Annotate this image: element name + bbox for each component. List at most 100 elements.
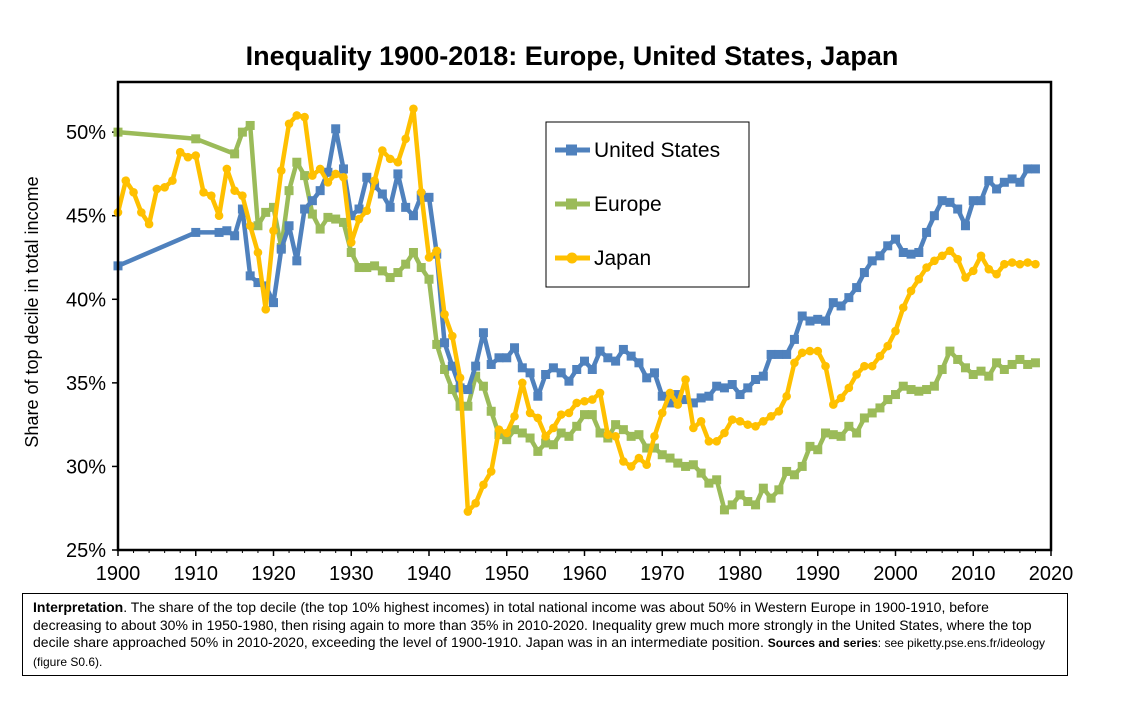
data-point [999, 177, 1009, 187]
data-point [626, 431, 636, 441]
data-point [603, 353, 613, 363]
data-point [992, 269, 1001, 279]
data-point [860, 361, 869, 371]
x-tick-label: 2020 [1029, 563, 1074, 585]
data-point [533, 413, 543, 423]
x-tick-label: 1970 [640, 563, 685, 585]
data-point [929, 211, 939, 221]
data-point [564, 431, 574, 441]
data-point [712, 381, 722, 391]
data-point [370, 176, 379, 185]
data-point [300, 204, 310, 214]
data-point [634, 358, 644, 368]
data-point [284, 186, 294, 196]
data-point [587, 364, 597, 374]
data-point [976, 366, 986, 376]
data-point [548, 440, 558, 450]
data-point [743, 383, 753, 393]
data-point [719, 505, 729, 515]
data-point [385, 154, 395, 164]
data-point [751, 422, 760, 431]
data-point [238, 191, 247, 200]
data-point [681, 395, 691, 405]
data-point [1015, 354, 1025, 364]
data-point [183, 152, 193, 162]
legend-label: United States [594, 139, 720, 162]
x-tick-label: 1930 [329, 563, 374, 585]
data-point [284, 119, 294, 129]
data-point [828, 430, 838, 440]
data-point [844, 383, 854, 393]
x-tick-label: 1950 [485, 563, 530, 585]
data-point [696, 417, 706, 426]
data-point [424, 192, 434, 202]
data-point [440, 310, 449, 319]
data-point [1023, 359, 1033, 369]
data-point [891, 234, 900, 244]
data-point [642, 460, 651, 470]
data-point [1015, 259, 1025, 269]
data-point [168, 176, 177, 185]
data-point [377, 189, 387, 199]
data-point [331, 169, 341, 179]
data-point [727, 380, 737, 390]
data-point [564, 376, 574, 386]
sources-text: : see piketty.pse.ens.fr/ideology (figur… [33, 636, 1045, 669]
data-point [440, 364, 450, 374]
data-point [914, 274, 924, 284]
legend-label: Europe [594, 193, 662, 216]
data-point [1007, 359, 1017, 369]
data-point [634, 430, 644, 440]
data-point [401, 202, 411, 212]
legend-entry: United States [555, 139, 720, 162]
data-point [595, 346, 605, 356]
data-point [510, 425, 520, 435]
data-point [930, 256, 939, 266]
data-point [642, 443, 652, 453]
data-point [626, 351, 636, 361]
data-point [362, 172, 372, 182]
data-point [331, 214, 341, 224]
data-point [447, 361, 457, 371]
data-point [315, 224, 325, 234]
data-point [207, 191, 216, 200]
data-point [673, 390, 683, 400]
data-point [307, 196, 317, 206]
data-point [502, 435, 512, 445]
data-point [494, 353, 504, 363]
data-point [844, 293, 854, 303]
data-point [797, 461, 807, 471]
data-point [486, 359, 496, 369]
x-tick-label: 1960 [562, 563, 607, 585]
data-point [968, 370, 978, 379]
data-point [657, 450, 667, 460]
data-point [300, 171, 310, 181]
data-point [237, 204, 247, 214]
data-point [525, 433, 535, 443]
data-point [191, 151, 201, 160]
data-point [968, 266, 978, 276]
data-point [315, 164, 325, 174]
data-point [572, 421, 582, 431]
data-point [440, 338, 450, 348]
data-point [580, 410, 589, 420]
data-point [828, 298, 838, 308]
data-point [338, 164, 348, 174]
data-point [782, 391, 791, 401]
x-tick-label: 1940 [407, 563, 452, 585]
data-point [836, 301, 846, 311]
data-point [323, 212, 333, 222]
data-point [541, 438, 551, 448]
data-point [416, 263, 426, 273]
data-point [984, 371, 994, 381]
data-point [720, 428, 729, 438]
data-point [432, 246, 442, 256]
interpretation-label: Interpretation [33, 599, 124, 615]
data-point [292, 157, 302, 167]
data-point [261, 281, 271, 291]
data-point [914, 386, 924, 396]
data-point [673, 400, 683, 409]
data-point [797, 348, 807, 358]
data-point [704, 391, 714, 401]
